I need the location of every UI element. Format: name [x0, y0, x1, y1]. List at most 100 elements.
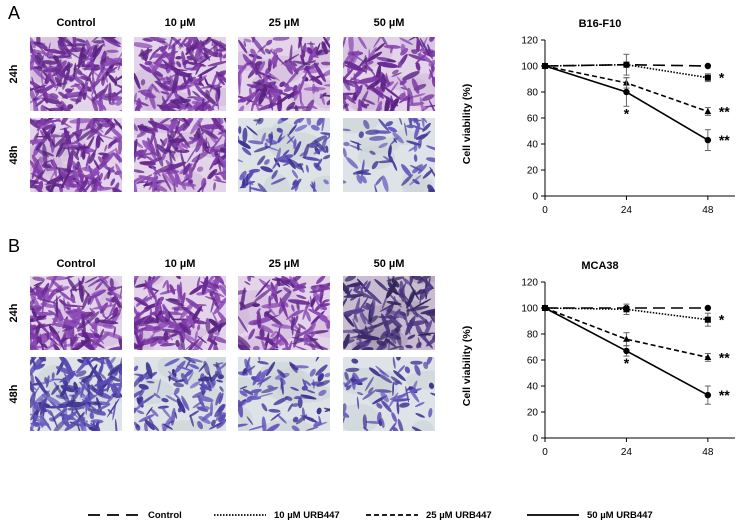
stained-cell	[153, 392, 161, 399]
data-point	[704, 304, 712, 312]
stained-cell	[417, 276, 433, 284]
stained-cell	[261, 303, 283, 309]
stained-cell	[81, 67, 101, 71]
stained-cell	[107, 409, 113, 414]
stained-cell	[254, 98, 263, 111]
stained-cell	[419, 289, 427, 300]
stained-cell	[86, 124, 103, 140]
stained-cell	[74, 83, 88, 95]
legend-label-control: Control	[148, 509, 182, 521]
y-tick-label: 40	[527, 382, 539, 393]
stained-cell	[115, 163, 122, 183]
stained-cell	[56, 295, 58, 319]
stained-cell	[69, 118, 93, 124]
stained-cell	[270, 177, 286, 185]
stained-cell	[305, 426, 319, 431]
stained-cell	[408, 388, 422, 393]
stained-cell	[32, 311, 54, 316]
stained-cell	[119, 280, 122, 300]
stained-cell	[273, 48, 277, 68]
stained-cell	[222, 118, 226, 126]
stained-cell	[45, 276, 67, 281]
stained-cell	[100, 279, 115, 294]
stained-cell	[389, 345, 402, 350]
stained-cell	[259, 328, 265, 338]
stained-cell	[80, 285, 85, 297]
stained-cell	[210, 118, 224, 132]
stained-cell	[110, 178, 116, 186]
stained-cell	[190, 305, 203, 324]
stained-cell	[63, 144, 80, 148]
stained-cell	[265, 70, 280, 81]
stained-cell	[70, 320, 80, 325]
stained-cell	[153, 188, 161, 192]
stained-cell	[217, 276, 221, 284]
panel-letter-a: A	[8, 3, 21, 23]
x-tick-label: 0	[542, 447, 548, 458]
stained-cell	[272, 37, 290, 41]
stained-cell	[286, 309, 300, 320]
stained-cell	[305, 389, 316, 394]
stained-cell	[134, 308, 149, 320]
stained-cell	[396, 357, 401, 361]
stained-cell	[362, 313, 375, 330]
stained-cell	[210, 39, 226, 51]
stained-cell	[189, 284, 204, 295]
stained-cell	[154, 294, 157, 313]
stained-cell	[376, 61, 399, 68]
stained-cell	[102, 315, 112, 322]
stained-cell	[148, 278, 153, 292]
stained-cell	[250, 388, 262, 394]
stained-cell	[197, 421, 204, 430]
stained-cell	[163, 331, 169, 342]
stained-cell	[110, 385, 118, 395]
stained-cell	[383, 44, 401, 49]
stained-cell	[401, 164, 412, 177]
stained-cell	[187, 73, 193, 83]
stained-cell	[292, 416, 299, 423]
stained-cell	[156, 296, 163, 315]
stained-cell	[320, 132, 330, 137]
stained-cell	[246, 276, 255, 278]
stained-cell	[147, 137, 156, 154]
stained-cell	[267, 385, 274, 390]
micrograph-b-48h-25um	[238, 357, 330, 431]
stained-cell	[270, 330, 277, 338]
stained-cell	[93, 332, 100, 339]
stained-cell	[157, 405, 170, 409]
stained-cell	[310, 124, 320, 131]
stained-cell	[33, 401, 39, 410]
stained-cell	[238, 126, 242, 134]
stained-cell	[250, 99, 255, 111]
stained-cell	[343, 297, 348, 311]
stained-cell	[180, 142, 186, 148]
stained-cell	[304, 380, 312, 387]
stained-cell	[185, 37, 194, 52]
stained-cell	[185, 42, 195, 56]
stained-cell	[156, 144, 168, 155]
stained-cell	[343, 416, 345, 425]
stained-cell	[34, 306, 42, 313]
stained-cell	[213, 344, 219, 350]
stained-cell	[81, 293, 90, 310]
stained-cell	[415, 40, 421, 53]
stained-cell	[150, 165, 161, 177]
stained-cell	[89, 307, 97, 316]
stained-cell	[100, 357, 105, 363]
chart-b16f10: B16-F10 Cell viability (%) 0 20 40 60 80 100 120…	[461, 18, 735, 216]
stained-cell	[161, 398, 169, 403]
stained-cell	[258, 102, 278, 111]
stained-cell	[177, 118, 190, 127]
stained-cell	[30, 295, 41, 309]
stained-cell	[261, 340, 271, 350]
stained-cell	[241, 147, 252, 156]
stained-cell	[209, 152, 220, 171]
stained-cell	[291, 337, 305, 340]
stained-cell	[182, 73, 187, 86]
stained-cell	[316, 276, 326, 284]
stained-cell	[321, 305, 328, 311]
stained-cell	[409, 174, 422, 186]
stained-cell	[56, 142, 64, 158]
stained-cell	[137, 337, 160, 346]
stained-cell	[213, 296, 226, 315]
